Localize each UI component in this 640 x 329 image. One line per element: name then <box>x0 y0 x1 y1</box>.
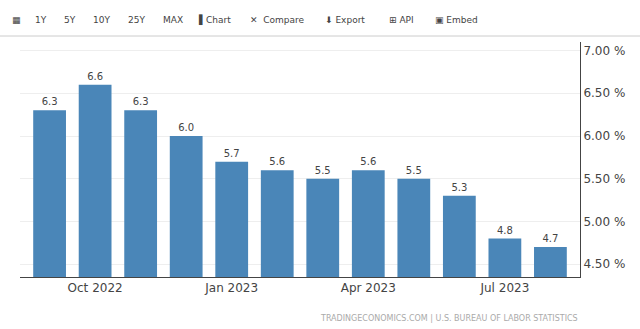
svg-text:5.00 %: 5.00 % <box>583 215 625 229</box>
svg-text:Apr 2023: Apr 2023 <box>341 281 396 295</box>
svg-text:7.00 %: 7.00 % <box>583 44 625 58</box>
svg-text:6.50 %: 6.50 % <box>583 86 625 100</box>
svg-text:▌Chart: ▌Chart <box>198 14 231 26</box>
svg-text:6.6: 6.6 <box>87 71 103 82</box>
svg-text:6.3: 6.3 <box>133 96 149 107</box>
svg-text:⬇ Export: ⬇ Export <box>325 15 365 25</box>
svg-text:5.6: 5.6 <box>360 156 376 167</box>
svg-text:5.50 %: 5.50 % <box>583 172 625 186</box>
svg-text:25Y: 25Y <box>128 15 145 25</box>
svg-text:4.50 %: 4.50 % <box>583 257 625 271</box>
svg-text:4.7: 4.7 <box>542 233 558 244</box>
svg-text:▣ Embed: ▣ Embed <box>435 15 478 25</box>
svg-text:5Y: 5Y <box>64 15 76 25</box>
svg-text:1Y: 1Y <box>35 15 47 25</box>
svg-text:✕ Compare: ✕ Compare <box>250 15 305 25</box>
svg-text:Jul 2023: Jul 2023 <box>479 281 529 295</box>
svg-text:TRADINGECONOMICS.COM | U.S. BU: TRADINGECONOMICS.COM | U.S. BUREAU OF LA… <box>320 314 578 323</box>
svg-text:MAX: MAX <box>163 15 183 25</box>
svg-text:▦: ▦ <box>12 15 21 25</box>
svg-text:10Y: 10Y <box>93 15 110 25</box>
svg-text:5.5: 5.5 <box>315 165 331 176</box>
svg-text:⊞ API: ⊞ API <box>389 15 414 25</box>
svg-text:6.3: 6.3 <box>42 96 58 107</box>
svg-text:5.7: 5.7 <box>224 148 240 159</box>
svg-text:Oct 2022: Oct 2022 <box>68 281 123 295</box>
svg-text:5.3: 5.3 <box>451 182 467 193</box>
svg-text:Jan 2023: Jan 2023 <box>204 281 258 295</box>
svg-text:4.8: 4.8 <box>497 225 513 236</box>
svg-text:6.00 %: 6.00 % <box>583 129 625 143</box>
svg-text:5.6: 5.6 <box>269 156 285 167</box>
svg-text:5.5: 5.5 <box>406 165 422 176</box>
svg-text:6.0: 6.0 <box>178 122 194 133</box>
